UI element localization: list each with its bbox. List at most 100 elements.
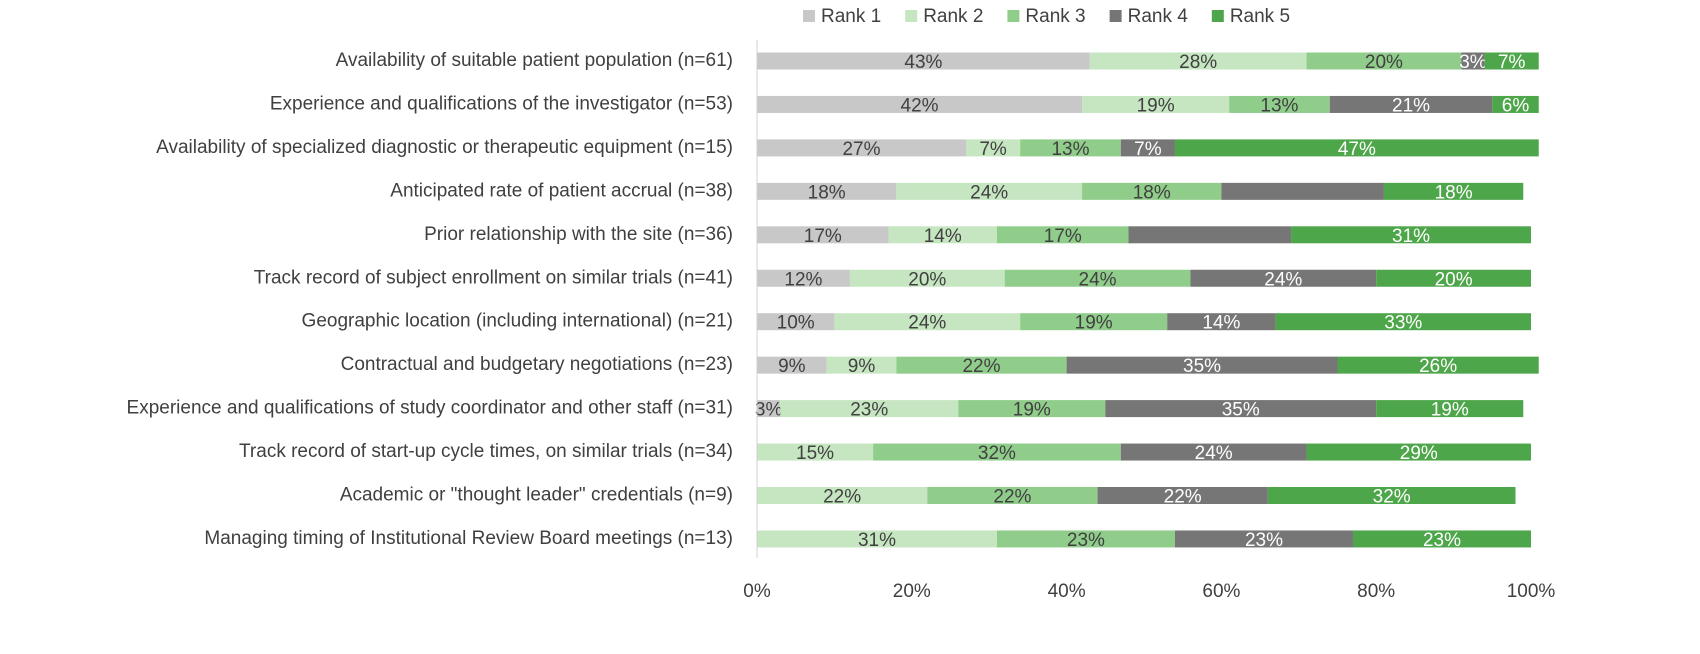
data-label: 24% — [908, 313, 946, 334]
category-label: Geographic location (including internati… — [302, 311, 733, 332]
bar-segment — [757, 487, 928, 504]
data-label: 3% — [1459, 52, 1487, 73]
bar-segment — [757, 52, 1090, 70]
data-label: 26% — [1419, 356, 1457, 377]
legend-label: Rank 1 — [821, 6, 881, 27]
x-tick-label: 100% — [1507, 581, 1556, 602]
bar-segment — [757, 269, 850, 287]
data-label: 24% — [1195, 443, 1233, 464]
bar-segment — [1082, 95, 1230, 113]
data-label: 35% — [1222, 400, 1260, 421]
bar-segment — [1105, 400, 1377, 418]
bar-segment — [896, 356, 1067, 374]
category-label: Academic or "thought leader" credentials… — [340, 485, 733, 506]
bar-segment — [996, 530, 1175, 548]
legend-swatch — [803, 10, 815, 22]
category-label: Managing timing of Institutional Review … — [204, 528, 733, 549]
data-label: 20% — [1435, 269, 1473, 290]
bar-segment — [757, 182, 897, 200]
data-label: 3% — [755, 400, 783, 421]
bar-segment — [1229, 95, 1330, 113]
bar-segment — [1004, 269, 1191, 287]
category-label: Experience and qualifications of study c… — [127, 398, 733, 419]
x-tick-label: 0% — [743, 581, 771, 602]
bar-segment — [757, 356, 827, 374]
x-tick-label: 80% — [1357, 581, 1395, 602]
data-label: 24% — [1264, 269, 1302, 290]
bar-segment — [1337, 356, 1539, 374]
bar-segment — [757, 530, 997, 548]
legend-swatch — [1211, 10, 1224, 22]
x-tick-label: 40% — [1048, 581, 1086, 602]
bar-segment — [1352, 530, 1531, 548]
data-label: 29% — [1400, 443, 1438, 464]
legend-label: Rank 2 — [923, 6, 983, 27]
data-label: 18% — [1435, 182, 1473, 203]
data-label: 7% — [1498, 52, 1526, 73]
legend-label: Rank 3 — [1025, 6, 1085, 27]
bar-segment — [757, 139, 966, 157]
bar-segment — [1020, 139, 1121, 157]
x-tick-label: 60% — [1202, 581, 1240, 602]
category-label: Prior relationship with the site (n=36) — [424, 224, 733, 245]
data-label: 7% — [979, 139, 1007, 160]
bar-segment — [1376, 400, 1524, 418]
bar-segment — [757, 226, 889, 244]
bar-segment — [1492, 95, 1539, 113]
bar-segment — [996, 226, 1129, 244]
legend-label: Rank 4 — [1128, 6, 1189, 27]
bar-segment — [757, 400, 781, 418]
data-label: 12% — [784, 269, 822, 290]
bar-segment — [1174, 139, 1539, 157]
data-label: 23% — [1245, 530, 1283, 551]
data-label: 33% — [1384, 313, 1422, 334]
bar-segment — [888, 226, 997, 244]
bar-segment — [757, 313, 835, 331]
data-label: 22% — [993, 487, 1031, 508]
bar-segment — [1066, 356, 1338, 374]
bar-segment — [1128, 226, 1292, 244]
bar-segment — [1097, 487, 1268, 504]
bar-segment — [757, 95, 1083, 113]
legend-label: Rank 5 — [1230, 6, 1290, 27]
data-label: 13% — [1051, 139, 1089, 160]
data-label: 23% — [850, 400, 888, 421]
bar-segment — [1190, 269, 1377, 287]
data-label: 17% — [1044, 226, 1082, 247]
bar-segment — [1174, 530, 1353, 548]
bar-segment — [1291, 226, 1531, 244]
data-label: 20% — [1365, 52, 1403, 73]
legend-swatch — [1109, 10, 1122, 22]
bar-segment — [1267, 487, 1516, 504]
data-label: 10% — [777, 313, 815, 334]
bar-segment — [780, 400, 959, 418]
bar-segment — [1383, 182, 1524, 200]
bar-segment — [1020, 313, 1168, 331]
bar-segment — [826, 356, 897, 374]
data-label: 14% — [924, 226, 962, 247]
data-label: 28% — [1179, 52, 1217, 73]
data-label: 32% — [1373, 487, 1411, 508]
data-label: 31% — [1392, 226, 1430, 247]
bar-segment — [834, 313, 1021, 331]
category-label: Experience and qualifications of the inv… — [270, 93, 733, 114]
data-label: 24% — [970, 182, 1008, 203]
data-label: 19% — [1431, 400, 1469, 421]
data-label: 43% — [904, 52, 942, 73]
category-label: Contractual and budgetary negotiations (… — [341, 354, 733, 375]
data-label: 42% — [901, 95, 939, 116]
bar-segment — [1089, 52, 1307, 70]
bar-segment — [757, 443, 874, 461]
legend-swatch — [905, 10, 918, 22]
bar-segment — [1120, 139, 1175, 157]
bar-segment — [1275, 313, 1531, 331]
data-label: 9% — [848, 356, 876, 377]
data-label: 23% — [1067, 530, 1105, 551]
category-label: Availability of suitable patient populat… — [336, 50, 733, 71]
data-label: 47% — [1338, 139, 1376, 160]
data-label: 35% — [1183, 356, 1221, 377]
data-label: 18% — [808, 182, 846, 203]
data-label: 15% — [796, 443, 834, 464]
data-label: 31% — [858, 530, 896, 551]
bar-segment — [1329, 95, 1493, 113]
